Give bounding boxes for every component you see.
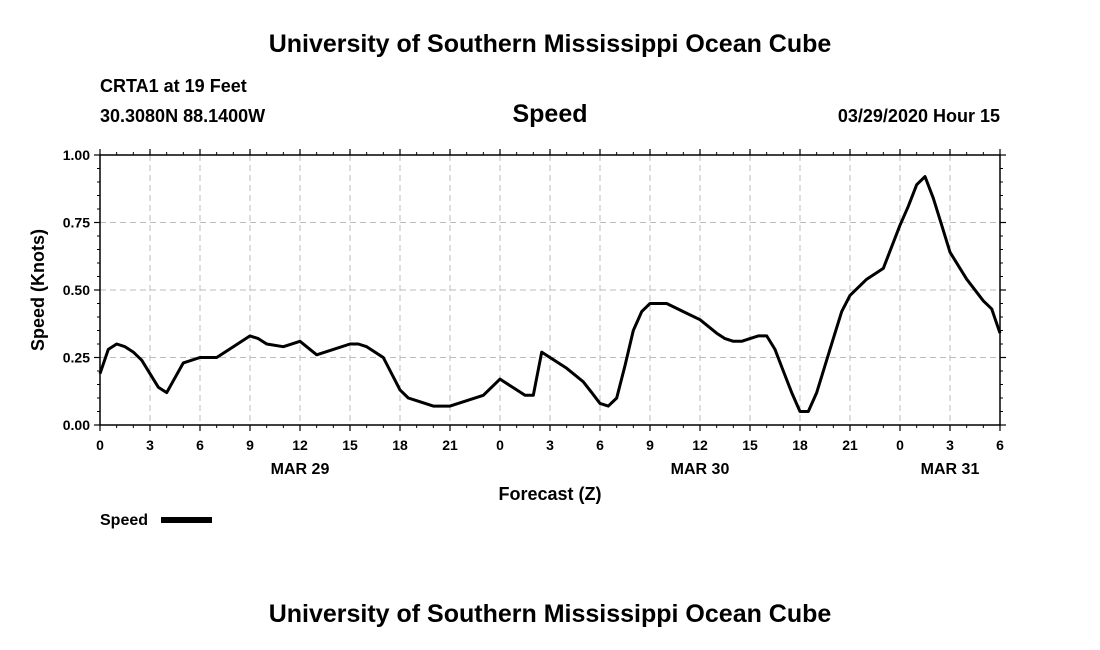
- station-label: CRTA1 at 19 Feet: [100, 76, 247, 96]
- grid-lines: [100, 155, 1000, 425]
- footer-title: University of Southern Mississippi Ocean…: [268, 600, 832, 628]
- date-label: MAR 30: [671, 461, 730, 478]
- speed-series-line: [98, 175, 1002, 413]
- y-tick-label: 1.00: [63, 147, 90, 163]
- y-tick-label: 0.25: [63, 350, 90, 366]
- date-label: MAR 29: [271, 461, 330, 478]
- x-tick-label: 15: [342, 437, 358, 453]
- x-tick-labels: 0 3 6 9 12 15 18 21 0 3 6 9 12 15 18 21 0 3 6: [96, 437, 1004, 453]
- y-tick-label: 0.50: [63, 282, 90, 298]
- x-tick-label: 15: [742, 437, 758, 453]
- x-tick-label: 3: [546, 437, 554, 453]
- y-tick-label: 0.00: [63, 417, 90, 433]
- coordinates-label: 30.3080N 88.1400W: [100, 106, 266, 126]
- y-tick-labels: 0.00 0.25 0.50 0.75 1.00: [63, 147, 90, 433]
- date-labels: MAR 29 MAR 30 MAR 31: [271, 461, 980, 478]
- chart-title: Speed: [512, 100, 588, 128]
- x-tick-label: 6: [196, 437, 204, 453]
- x-tick-label: 18: [392, 437, 408, 453]
- axis-ticks: [94, 149, 1006, 431]
- x-axis-label: Forecast (Z): [498, 484, 601, 504]
- legend-label: Speed: [100, 512, 148, 529]
- x-tick-label: 12: [292, 437, 308, 453]
- x-tick-label: 3: [146, 437, 154, 453]
- x-tick-label: 12: [692, 437, 708, 453]
- x-tick-label: 21: [842, 437, 858, 453]
- forecast-datetime: 03/29/2020 Hour 15: [837, 106, 1000, 126]
- x-tick-label: 21: [442, 437, 458, 453]
- y-axis-label: Speed (Knots): [28, 229, 48, 351]
- x-tick-label: 3: [946, 437, 954, 453]
- x-tick-label: 18: [792, 437, 808, 453]
- x-tick-label: 6: [996, 437, 1004, 453]
- page-title: University of Southern Mississippi Ocean…: [268, 30, 832, 58]
- date-label: MAR 31: [921, 461, 980, 478]
- x-tick-label: 9: [646, 437, 654, 453]
- x-tick-label: 0: [496, 437, 504, 453]
- y-tick-label: 0.75: [63, 215, 90, 231]
- x-tick-label: 0: [896, 437, 904, 453]
- x-tick-label: 6: [596, 437, 604, 453]
- x-tick-label: 9: [246, 437, 254, 453]
- x-tick-label: 0: [96, 437, 104, 453]
